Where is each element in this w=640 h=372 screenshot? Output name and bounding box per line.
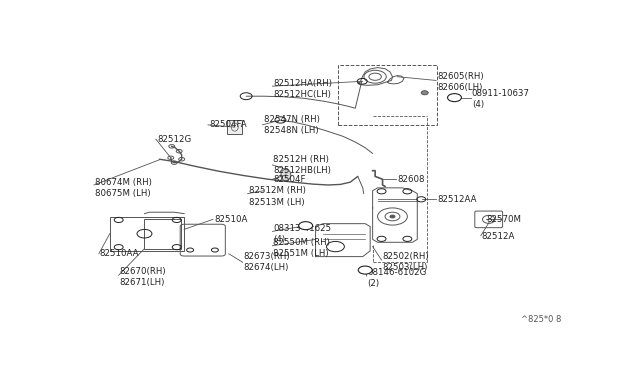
Text: 08313-41625
(4): 08313-41625 (4) (273, 224, 332, 244)
Text: 82504F: 82504F (273, 175, 306, 184)
Text: 82512M (RH)
82513M (LH): 82512M (RH) 82513M (LH) (249, 186, 305, 206)
Text: 82512H (RH)
82512HB(LH): 82512H (RH) 82512HB(LH) (273, 155, 332, 175)
Text: 82605(RH)
82606(LH): 82605(RH) 82606(LH) (437, 72, 484, 92)
Text: 82550M (RH)
82551M (LH): 82550M (RH) 82551M (LH) (273, 238, 330, 258)
Circle shape (421, 91, 428, 95)
Text: 82512A: 82512A (482, 232, 515, 241)
Text: 82673(RH)
82674(LH): 82673(RH) 82674(LH) (244, 252, 291, 272)
Bar (338, 65, 437, 125)
Text: 82512AA: 82512AA (437, 195, 477, 204)
Text: 80674M (RH)
80675M (LH): 80674M (RH) 80675M (LH) (95, 178, 152, 198)
FancyBboxPatch shape (227, 120, 242, 134)
Text: 82512HA(RH)
82512HC(LH): 82512HA(RH) 82512HC(LH) (273, 79, 332, 99)
Bar (145, 219, 181, 248)
Text: B: B (363, 267, 367, 273)
Text: 08911-10637
(4): 08911-10637 (4) (472, 89, 530, 109)
Text: ^825*0 8: ^825*0 8 (521, 315, 561, 324)
Text: S: S (303, 223, 308, 228)
Text: 82608: 82608 (397, 175, 425, 184)
Text: 82570M: 82570M (486, 215, 522, 224)
Circle shape (447, 94, 461, 102)
Circle shape (299, 222, 312, 230)
Text: 82670(RH)
82671(LH): 82670(RH) 82671(LH) (120, 267, 166, 287)
Text: 82547N (RH)
82548N (LH): 82547N (RH) 82548N (LH) (264, 115, 319, 135)
Text: 82510A: 82510A (214, 215, 247, 224)
Text: N: N (452, 95, 457, 100)
Text: 82504FA: 82504FA (209, 121, 246, 129)
Circle shape (390, 215, 395, 218)
Circle shape (358, 266, 372, 274)
Text: 82510AA: 82510AA (100, 249, 140, 258)
Bar (110, 217, 184, 251)
Ellipse shape (281, 169, 291, 181)
Text: 08146-6102G
(2): 08146-6102G (2) (367, 268, 427, 288)
Text: 82502(RH)
82503(LH): 82502(RH) 82503(LH) (383, 252, 429, 272)
Text: 82512G: 82512G (157, 135, 191, 144)
